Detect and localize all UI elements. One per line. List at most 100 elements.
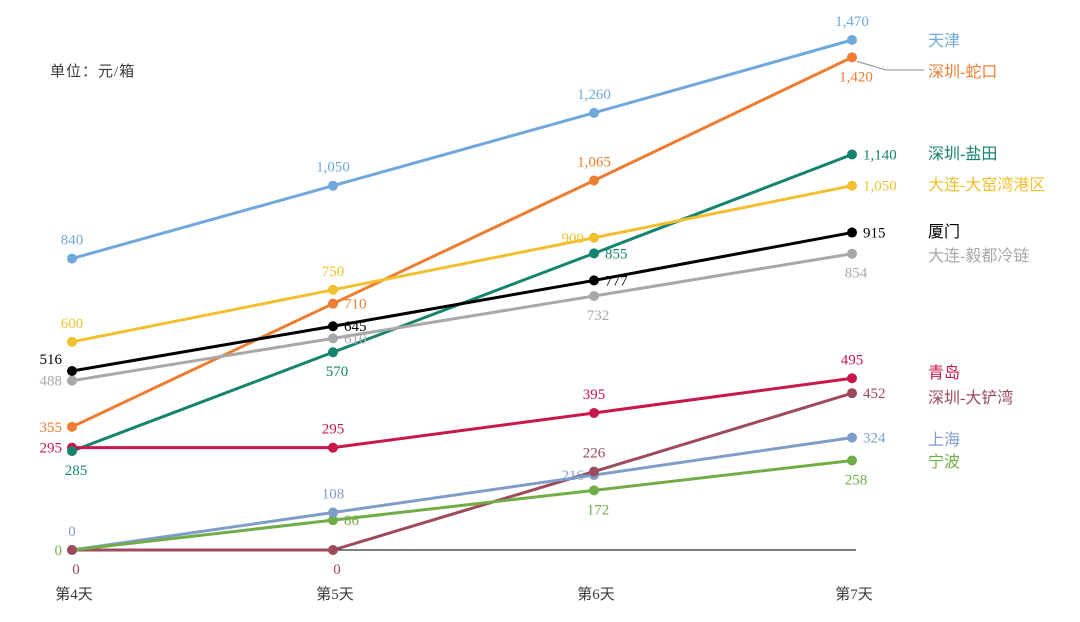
series-line-6 (70, 376, 854, 450)
data-label-7-2: 226 (583, 446, 606, 462)
data-point-5-0 (67, 375, 77, 386)
series-line-4 (70, 231, 854, 373)
data-label-8-1: 108 (322, 487, 345, 503)
data-point-3-2 (589, 232, 599, 243)
data-point-6-3 (847, 373, 857, 384)
data-point-5-2 (589, 291, 599, 302)
series-line-9 (70, 458, 854, 552)
data-point-9-1 (328, 515, 338, 526)
data-label-7-3: 452 (863, 386, 886, 402)
data-point-0-0 (67, 253, 77, 264)
x-axis-tick-label-2: 第6天 (577, 585, 615, 603)
data-label-9-2: 172 (587, 502, 610, 518)
data-label-5-0: 488 (40, 374, 63, 390)
data-point-4-1 (328, 321, 338, 332)
data-label-3-2: 900 (562, 231, 585, 247)
data-point-4-2 (589, 275, 599, 286)
series-line-5 (70, 252, 854, 383)
legend-label-6: 青岛 (928, 364, 960, 382)
data-point-1-3 (847, 52, 857, 63)
data-label-1-3: 1,420 (839, 69, 873, 85)
data-label-5-3: 854 (845, 266, 868, 282)
x-axis-tick-label-3: 第7天 (835, 585, 873, 603)
legend-label-9: 宁波 (928, 453, 960, 471)
data-label-3-1: 750 (322, 264, 345, 280)
data-label-2-1: 570 (326, 364, 349, 380)
legend-label-8: 上海 (928, 431, 960, 449)
data-point-4-0 (67, 365, 77, 376)
data-label-0-1: 1,050 (316, 160, 350, 176)
data-point-6-1 (328, 442, 338, 453)
data-label-4-2: 777 (605, 273, 628, 289)
data-point-2-3 (847, 149, 857, 160)
data-label-7-0: 0 (72, 562, 80, 578)
data-point-2-0 (67, 446, 77, 457)
legend-label-0: 天津 (928, 32, 960, 50)
data-label-1-0: 355 (40, 420, 63, 436)
legend-label-1: 深圳-蛇口 (928, 63, 997, 81)
series-line-8 (70, 436, 854, 552)
data-label-1-2: 1,065 (577, 155, 611, 171)
data-point-5-3 (847, 248, 857, 259)
data-point-0-2 (589, 107, 599, 118)
data-label-4-1: 645 (344, 319, 367, 335)
data-label-0-0: 840 (61, 233, 84, 249)
data-point-7-1 (328, 545, 338, 555)
data-label-5-1: 610 (344, 331, 367, 347)
data-point-1-0 (67, 421, 77, 432)
data-label-6-1: 295 (322, 422, 345, 438)
x-axis-tick-label-1: 第5天 (316, 585, 354, 603)
data-point-6-2 (589, 407, 599, 418)
data-label-2-3: 1,140 (863, 147, 897, 163)
data-point-1-2 (589, 175, 599, 186)
legend-label-7: 深圳-大铲湾 (928, 389, 1013, 407)
data-label-8-3: 324 (863, 431, 886, 447)
data-point-7-3 (847, 388, 857, 399)
data-point-9-2 (589, 485, 599, 496)
data-label-8-0: 0 (68, 524, 76, 540)
data-point-2-2 (589, 248, 599, 259)
data-label-9-0: 0 (55, 543, 63, 559)
unit-label: 单位：元/箱 (50, 64, 136, 80)
data-label-9-1: 86 (344, 513, 360, 529)
data-label-3-0: 600 (61, 316, 84, 332)
legend-leader-line-1 (856, 60, 924, 71)
data-label-4-0: 516 (40, 352, 63, 368)
series-line-7 (70, 391, 854, 552)
data-label-6-2: 395 (583, 387, 606, 403)
series-line-0 (70, 38, 854, 261)
data-point-0-1 (328, 180, 338, 191)
data-label-8-2: 216 (562, 468, 585, 484)
data-point-3-0 (67, 336, 77, 347)
data-label-0-2: 1,260 (577, 87, 611, 103)
legend-label-3: 大连-大窑湾港区 (928, 176, 1045, 194)
data-point-0-3 (847, 35, 857, 45)
data-point-7-2 (589, 466, 599, 477)
data-label-3-3: 1,050 (863, 179, 897, 195)
legend-label-5: 大连-毅都冷链 (928, 247, 1029, 265)
data-point-1-1 (328, 298, 338, 309)
data-label-2-2: 855 (605, 246, 628, 262)
x-axis-tick-label-0: 第4天 (55, 585, 93, 603)
data-label-9-3: 258 (845, 472, 868, 488)
data-label-6-0: 295 (40, 441, 63, 457)
data-label-4-3: 915 (863, 226, 886, 242)
data-point-3-1 (328, 284, 338, 295)
data-label-2-0: 285 (65, 463, 88, 479)
data-label-5-2: 732 (587, 308, 610, 324)
data-point-2-1 (328, 347, 338, 358)
legend-label-4: 厦门 (928, 223, 960, 241)
data-label-0-3: 1,470 (835, 14, 869, 30)
legend-label-2: 深圳-盐田 (928, 145, 997, 163)
data-point-9-3 (847, 455, 857, 466)
series-line-3 (70, 184, 854, 344)
data-point-4-3 (847, 227, 857, 238)
data-point-3-3 (847, 180, 857, 191)
data-point-8-3 (847, 432, 857, 443)
series-line-1 (70, 55, 854, 429)
data-label-6-3: 495 (841, 352, 864, 368)
data-label-1-1: 710 (344, 297, 367, 313)
data-point-7-0 (67, 545, 77, 555)
